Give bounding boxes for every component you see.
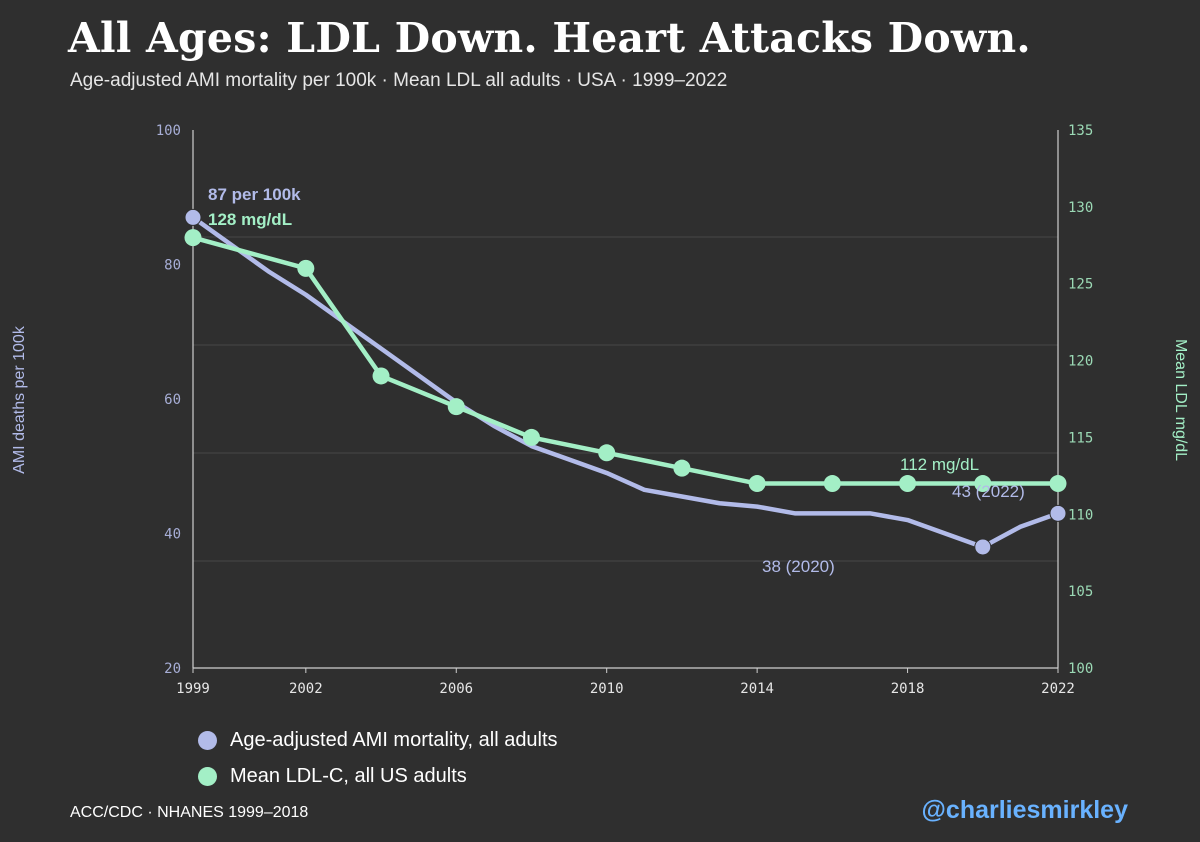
left-axis-title: AMI deaths per 100k [11, 325, 28, 474]
ldl-point [598, 444, 616, 462]
legend: Age-adjusted AMI mortality, all adults M… [198, 722, 558, 794]
right-tick-label: 120 [1068, 354, 1093, 370]
x-axis-ticks: 1999 2002 2006 2010 2014 2018 2022 [176, 668, 1075, 697]
right-axis-title: Mean LDL mg/dL [1172, 339, 1189, 461]
author-handle[interactable]: @charliesmirkley [921, 796, 1128, 824]
ldl-point [1049, 475, 1067, 493]
gridlines [193, 236, 1058, 562]
x-tick-label: 1999 [176, 681, 210, 697]
right-tick-label: 115 [1068, 430, 1093, 446]
data-label: 112 mg/dL [900, 455, 979, 474]
left-axis-ticks: 20 40 60 80 100 [156, 123, 181, 677]
legend-label-mortality: Age-adjusted AMI mortality, all adults [230, 728, 558, 751]
series-mortality [184, 208, 1067, 556]
mortality-point [1049, 504, 1067, 522]
left-tick-label: 80 [164, 258, 181, 274]
x-tick-label: 2006 [439, 681, 473, 697]
right-tick-label: 135 [1068, 123, 1093, 139]
legend-item-mortality: Age-adjusted AMI mortality, all adults [198, 722, 558, 758]
data-label: 128 mg/dL [208, 210, 292, 229]
ldl-line [190, 235, 1061, 486]
legend-label-ldl: Mean LDL-C, all US adults [230, 764, 467, 787]
ldl-point [184, 229, 202, 247]
x-tick-label: 2022 [1041, 681, 1075, 697]
x-tick-label: 2010 [590, 681, 624, 697]
source-note: ACC/CDC · NHANES 1999–2018 [70, 804, 309, 821]
ldl-point [748, 475, 766, 493]
axes [192, 130, 1059, 669]
series-ldl [184, 229, 1067, 493]
mortality-point [974, 538, 992, 556]
annotations: 87 per 100k 128 mg/dL 112 mg/dL 43 (2022) 38… [208, 185, 1025, 576]
ldl-point [673, 459, 691, 477]
ldl-point [974, 475, 992, 493]
right-axis-ticks: 100 105 110 115 120 125 130 135 [1068, 123, 1093, 677]
right-tick-label: 105 [1068, 584, 1093, 600]
right-tick-label: 110 [1068, 507, 1093, 523]
x-tick-label: 2014 [740, 681, 774, 697]
data-label: 43 (2022) [952, 482, 1025, 501]
right-tick-label: 125 [1068, 277, 1093, 293]
mortality-point [184, 208, 202, 226]
right-tick-label: 100 [1068, 661, 1093, 677]
legend-marker-ldl [198, 766, 217, 786]
ldl-point [297, 259, 315, 277]
ldl-point [447, 398, 465, 416]
x-tick-label: 2002 [289, 681, 323, 697]
x-tick-label: 2018 [891, 681, 925, 697]
legend-marker-mortality [198, 730, 217, 750]
mortality-line [190, 215, 1061, 550]
left-tick-label: 100 [156, 123, 181, 139]
left-tick-label: 20 [164, 661, 181, 677]
left-tick-label: 40 [164, 527, 181, 543]
chart-title: All Ages: LDL Down. Heart Attacks Down. [68, 14, 1031, 62]
chart-subtitle: Age-adjusted AMI mortality per 100k · Me… [70, 70, 728, 91]
legend-item-ldl: Mean LDL-C, all US adults [198, 758, 558, 794]
left-tick-label: 60 [164, 392, 181, 408]
data-label: 38 (2020) [762, 557, 835, 576]
ldl-point [522, 428, 540, 446]
ldl-point [899, 475, 917, 493]
right-tick-label: 130 [1068, 200, 1093, 216]
data-label: 87 per 100k [208, 185, 301, 204]
ldl-point [372, 367, 390, 385]
ldl-point [823, 475, 841, 493]
